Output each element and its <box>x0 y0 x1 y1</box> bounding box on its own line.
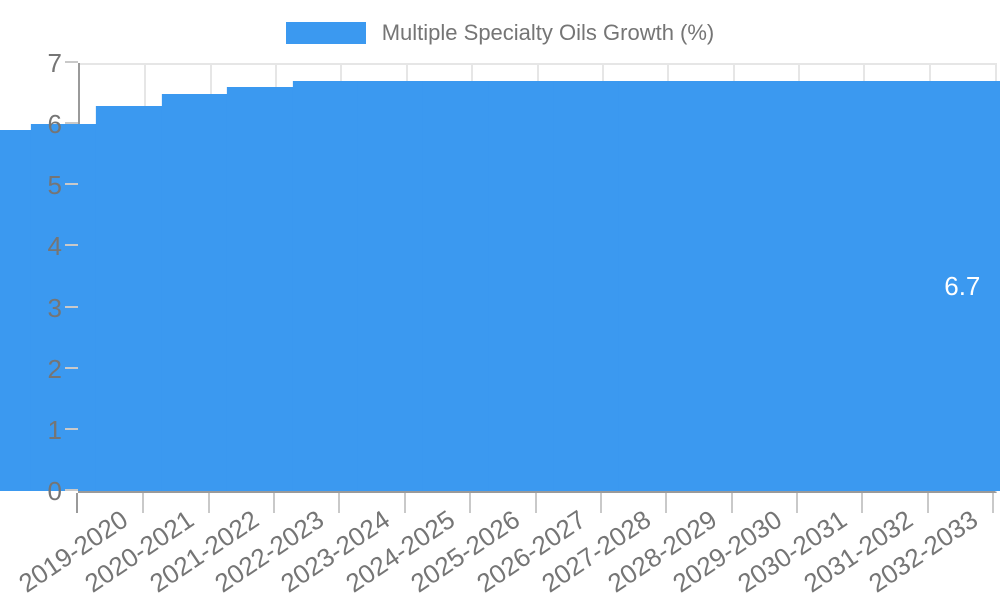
x-axis-tick-mark <box>795 493 798 513</box>
x-axis-tick-mark <box>992 493 994 513</box>
legend-label: Multiple Specialty Oils Growth (%) <box>381 20 715 45</box>
y-axis-tick-mark <box>65 61 78 63</box>
y-axis-tick-mark <box>65 305 78 308</box>
y-axis-tick-mark <box>65 427 78 430</box>
y-axis-tick-mark <box>65 489 78 491</box>
plot-area: 4.95.55.95.666.36.56.66.76.76.76.76.76.7 <box>0 63 1000 493</box>
y-axis-tick-mark <box>65 183 78 186</box>
x-axis-tick-mark <box>273 493 276 513</box>
x-axis-tick-mark <box>599 493 602 513</box>
y-axis-tick-label: 3 <box>47 292 62 323</box>
x-axis-tick-mark <box>338 493 341 513</box>
x-axis-tick-mark <box>403 493 406 513</box>
y-axis-tick-mark <box>65 122 78 125</box>
x-axis-tick-mark <box>665 493 668 513</box>
bar-value-label: 6.7 <box>944 271 981 302</box>
y-axis-tick-label: 1 <box>47 414 62 445</box>
x-axis-tick-mark <box>142 493 145 513</box>
x-axis-tick-mark <box>76 493 78 513</box>
y-axis-tick-label: 0 <box>47 476 62 506</box>
y-axis-tick-label: 4 <box>47 231 62 262</box>
x-axis-tick-mark <box>207 493 210 513</box>
y-axis-tick-label: 7 <box>47 48 62 78</box>
x-axis-tick-mark <box>926 493 929 513</box>
y-axis-tick-mark <box>65 244 78 247</box>
y-axis-tick-mark <box>65 366 78 369</box>
bar[interactable]: 6.7 <box>619 81 1000 491</box>
x-axis-tick-mark <box>861 493 864 513</box>
x-axis-tick-mark <box>469 493 472 513</box>
x-axis-tick-mark <box>730 493 733 513</box>
chart-legend[interactable]: Multiple Specialty Oils Growth (%) <box>0 20 1000 46</box>
x-axis-tick-mark <box>534 493 537 513</box>
legend-swatch <box>285 22 366 44</box>
y-axis-tick-label: 6 <box>47 109 62 140</box>
y-axis-tick-label: 2 <box>47 353 62 384</box>
y-axis-tick-label: 5 <box>47 170 62 201</box>
